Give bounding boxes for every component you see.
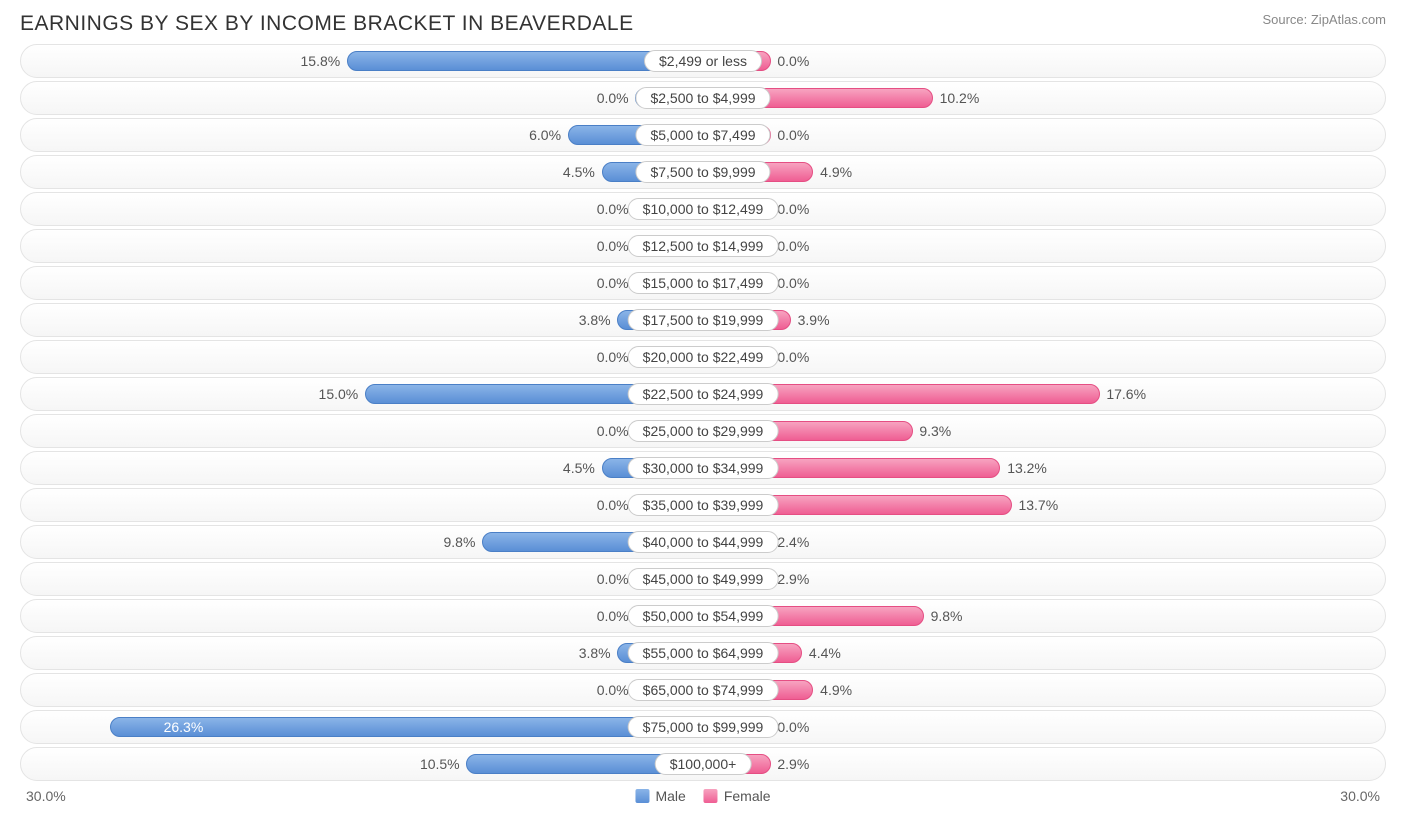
- bracket-label: $30,000 to $34,999: [628, 457, 779, 479]
- axis-max-right: 30.0%: [1340, 788, 1380, 804]
- female-value: 0.0%: [777, 238, 809, 254]
- bracket-label: $7,500 to $9,999: [635, 161, 770, 183]
- chart-row: 10.5% 2.9% $100,000+: [20, 747, 1386, 781]
- male-value: 0.0%: [597, 608, 629, 624]
- chart-row: 0.0% 10.2% $2,500 to $4,999: [20, 81, 1386, 115]
- bracket-label: $25,000 to $29,999: [628, 420, 779, 442]
- chart-row: 0.0% 9.8% $50,000 to $54,999: [20, 599, 1386, 633]
- chart-body: 15.8% 0.0% $2,499 or less 0.0% 10.2% $2,500 t…: [0, 42, 1406, 781]
- female-value: 0.0%: [777, 127, 809, 143]
- legend-female-label: Female: [724, 788, 771, 804]
- chart-row: 0.0% 13.7% $35,000 to $39,999: [20, 488, 1386, 522]
- chart-row: 6.0% 0.0% $5,000 to $7,499: [20, 118, 1386, 152]
- chart-row: 0.0% 0.0%$20,000 to $22,499: [20, 340, 1386, 374]
- bracket-label: $10,000 to $12,499: [628, 198, 779, 220]
- female-value: 10.2%: [940, 90, 980, 106]
- bracket-label: $5,000 to $7,499: [635, 124, 770, 146]
- male-value: 6.0%: [529, 127, 561, 143]
- bracket-label: $20,000 to $22,499: [628, 346, 779, 368]
- bracket-label: $55,000 to $64,999: [628, 642, 779, 664]
- female-value: 2.4%: [777, 534, 809, 550]
- female-value: 4.9%: [820, 164, 852, 180]
- male-value: 0.0%: [597, 682, 629, 698]
- female-value: 0.0%: [777, 201, 809, 217]
- bracket-label: $17,500 to $19,999: [628, 309, 779, 331]
- male-value: 3.8%: [579, 312, 611, 328]
- male-value: 0.0%: [597, 238, 629, 254]
- female-value: 2.9%: [777, 756, 809, 772]
- female-value: 9.8%: [931, 608, 963, 624]
- chart-row: 4.5% 13.2% $30,000 to $34,999: [20, 451, 1386, 485]
- male-value: 0.0%: [597, 497, 629, 513]
- male-value: 4.5%: [563, 460, 595, 476]
- bracket-label: $45,000 to $49,999: [628, 568, 779, 590]
- male-value: 0.0%: [597, 90, 629, 106]
- legend-female: Female: [704, 788, 771, 804]
- male-value: 0.0%: [597, 201, 629, 217]
- bracket-label: $15,000 to $17,499: [628, 272, 779, 294]
- female-value: 9.3%: [919, 423, 951, 439]
- male-value: 0.0%: [597, 423, 629, 439]
- female-value: 3.9%: [798, 312, 830, 328]
- female-value: 4.4%: [809, 645, 841, 661]
- male-swatch-icon: [635, 789, 649, 803]
- bracket-label: $50,000 to $54,999: [628, 605, 779, 627]
- female-value: 0.0%: [777, 719, 809, 735]
- chart-row: 0.0% 0.0%$15,000 to $17,499: [20, 266, 1386, 300]
- chart-row: 0.0% 0.0%$12,500 to $14,999: [20, 229, 1386, 263]
- bracket-label: $22,500 to $24,999: [628, 383, 779, 405]
- male-value: 4.5%: [563, 164, 595, 180]
- male-value: 26.3%: [164, 719, 204, 735]
- chart-row: 0.0% 9.3% $25,000 to $29,999: [20, 414, 1386, 448]
- female-value: 13.7%: [1018, 497, 1058, 513]
- male-value: 0.0%: [597, 571, 629, 587]
- female-value: 2.9%: [777, 571, 809, 587]
- female-swatch-icon: [704, 789, 718, 803]
- male-value: 10.5%: [420, 756, 460, 772]
- female-value: 4.9%: [820, 682, 852, 698]
- bracket-label: $12,500 to $14,999: [628, 235, 779, 257]
- female-value: 0.0%: [777, 275, 809, 291]
- female-value: 13.2%: [1007, 460, 1047, 476]
- legend-male: Male: [635, 788, 685, 804]
- female-value: 0.0%: [777, 349, 809, 365]
- chart-row: 0.0% 0.0%$10,000 to $12,499: [20, 192, 1386, 226]
- chart-footer: 30.0% Male Female 30.0%: [0, 784, 1406, 804]
- male-value: 15.0%: [319, 386, 359, 402]
- chart-row: 3.8% 4.4% $55,000 to $64,999: [20, 636, 1386, 670]
- chart-row: 4.5% 4.9% $7,500 to $9,999: [20, 155, 1386, 189]
- bracket-label: $40,000 to $44,999: [628, 531, 779, 553]
- legend-male-label: Male: [655, 788, 685, 804]
- chart-row: 15.0% 17.6% $22,500 to $24,999: [20, 377, 1386, 411]
- chart-row: 0.0% 4.9% $65,000 to $74,999: [20, 673, 1386, 707]
- bracket-label: $2,499 or less: [644, 50, 762, 72]
- chart-row: 15.8% 0.0% $2,499 or less: [20, 44, 1386, 78]
- female-value: 17.6%: [1106, 386, 1146, 402]
- bracket-label: $75,000 to $99,999: [628, 716, 779, 738]
- legend: Male Female: [635, 788, 770, 804]
- male-value: 9.8%: [444, 534, 476, 550]
- female-value: 0.0%: [777, 53, 809, 69]
- male-value: 15.8%: [301, 53, 341, 69]
- axis-max-left: 30.0%: [26, 788, 66, 804]
- chart-row: 0.0% 2.9%$45,000 to $49,999: [20, 562, 1386, 596]
- male-value: 0.0%: [597, 349, 629, 365]
- male-value: 0.0%: [597, 275, 629, 291]
- bracket-label: $100,000+: [655, 753, 752, 775]
- chart-row: 26.3% 0.0%$75,000 to $99,999: [20, 710, 1386, 744]
- bracket-label: $35,000 to $39,999: [628, 494, 779, 516]
- chart-row: 3.8% 3.9% $17,500 to $19,999: [20, 303, 1386, 337]
- chart-header: EARNINGS BY SEX BY INCOME BRACKET IN BEA…: [0, 0, 1406, 42]
- chart-source: Source: ZipAtlas.com: [1262, 12, 1386, 27]
- chart-title: EARNINGS BY SEX BY INCOME BRACKET IN BEA…: [20, 12, 634, 36]
- bracket-label: $65,000 to $74,999: [628, 679, 779, 701]
- male-value: 3.8%: [579, 645, 611, 661]
- chart-row: 9.8% 2.4%$40,000 to $44,999: [20, 525, 1386, 559]
- bracket-label: $2,500 to $4,999: [635, 87, 770, 109]
